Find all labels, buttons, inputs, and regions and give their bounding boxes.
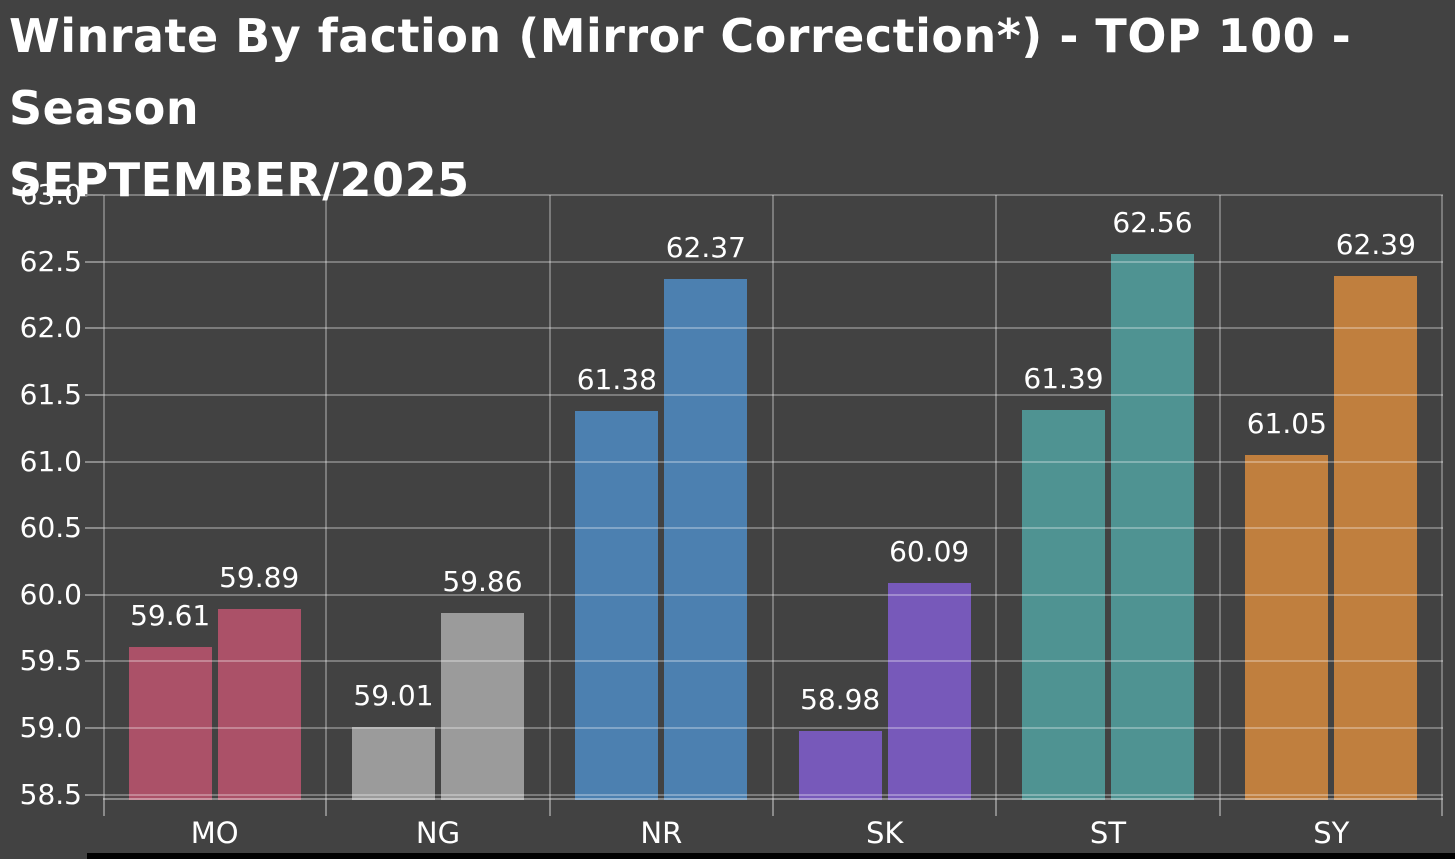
x-axis-tick	[1441, 800, 1443, 816]
gridline	[103, 793, 1443, 796]
bar-value-label: 61.05	[1246, 406, 1327, 440]
bottom-strip	[87, 853, 1455, 859]
y-axis-tick	[85, 727, 103, 730]
y-tick-label: 63.0	[19, 178, 82, 211]
bar-NR-1	[575, 410, 659, 800]
x-axis-tick	[772, 800, 774, 816]
bar-value-label: 59.86	[442, 565, 523, 599]
gridline	[103, 260, 1443, 263]
bar-value-label: 61.38	[576, 362, 657, 396]
y-axis-tick	[85, 527, 103, 530]
category-separator	[1441, 195, 1443, 800]
gridline	[103, 327, 1443, 330]
x-tick-label-sk: SK	[865, 816, 904, 850]
x-axis-tick	[325, 800, 328, 816]
x-axis-tick	[548, 800, 551, 816]
y-tick-label: 60.0	[19, 577, 82, 611]
gridline	[103, 194, 1443, 196]
bar-ST-2	[1111, 253, 1194, 800]
y-axis-tick	[85, 194, 103, 196]
gridline	[103, 660, 1443, 663]
y-axis-tick	[85, 660, 103, 663]
gridline	[103, 460, 1443, 463]
bar-NR-2	[664, 278, 748, 800]
bar-value-label: 61.39	[1023, 361, 1104, 395]
bar-MO-1	[128, 646, 212, 800]
bar-value-label: 62.56	[1112, 205, 1193, 239]
category-separator	[103, 195, 105, 800]
x-axis-tick	[995, 800, 998, 816]
y-tick-label: 61.5	[19, 377, 82, 411]
bar-NG-1	[352, 726, 435, 800]
y-axis-tick	[85, 393, 103, 396]
gridline	[103, 527, 1443, 530]
bar-SY-1	[1245, 454, 1329, 800]
category-separator	[995, 195, 998, 800]
y-tick-label: 62.5	[19, 244, 82, 278]
bar-value-label: 59.89	[219, 561, 300, 595]
gridline	[103, 593, 1443, 596]
bar-value-label: 59.61	[130, 598, 211, 632]
y-axis-tick	[85, 327, 103, 330]
x-tick-label-ng: NG	[415, 816, 461, 850]
y-tick-label: 59.5	[19, 644, 82, 678]
bar-value-label: 59.01	[353, 678, 434, 712]
x-tick-label-nr: NR	[640, 816, 683, 850]
y-axis-tick	[85, 793, 103, 796]
y-axis-tick	[85, 260, 103, 263]
category-separator	[548, 195, 551, 800]
x-axis-line	[103, 798, 1443, 800]
category-separator	[772, 195, 774, 800]
gridline	[103, 393, 1443, 396]
gridline	[103, 727, 1443, 730]
bar-value-label: 60.09	[889, 534, 970, 568]
chart-title: Winrate By faction (Mirror Correction*) …	[9, 9, 1352, 207]
category-separator	[1218, 195, 1221, 800]
category-separator	[325, 195, 328, 800]
x-axis-tick	[1218, 800, 1221, 816]
x-tick-label-sy: SY	[1313, 816, 1350, 850]
y-axis-tick	[85, 593, 103, 596]
y-axis-tick	[85, 460, 103, 463]
x-axis-tick	[103, 800, 105, 816]
bar-value-label: 58.98	[800, 682, 881, 716]
bar-SK-2	[887, 582, 971, 800]
y-tick-label: 61.0	[19, 444, 82, 478]
y-tick-label: 60.5	[19, 511, 82, 545]
bar-SY-2	[1334, 276, 1418, 800]
y-tick-label: 62.0	[19, 311, 82, 345]
x-tick-label-st: ST	[1089, 816, 1127, 850]
bar-ST-1	[1022, 409, 1105, 800]
x-tick-label-mo: MO	[190, 816, 239, 850]
bar-MO-2	[217, 609, 301, 800]
bar-value-label: 62.37	[665, 230, 746, 264]
y-tick-label: 58.5	[19, 777, 82, 811]
bar-NG-2	[441, 613, 524, 800]
bar-SK-1	[798, 730, 882, 800]
y-tick-label: 59.0	[19, 711, 82, 745]
plot-area: 59.61 59.89 59.01 59.86 61.38 62.37 58.98 60.09…	[20, 179, 1443, 849]
bar-value-label: 62.39	[1335, 228, 1416, 262]
